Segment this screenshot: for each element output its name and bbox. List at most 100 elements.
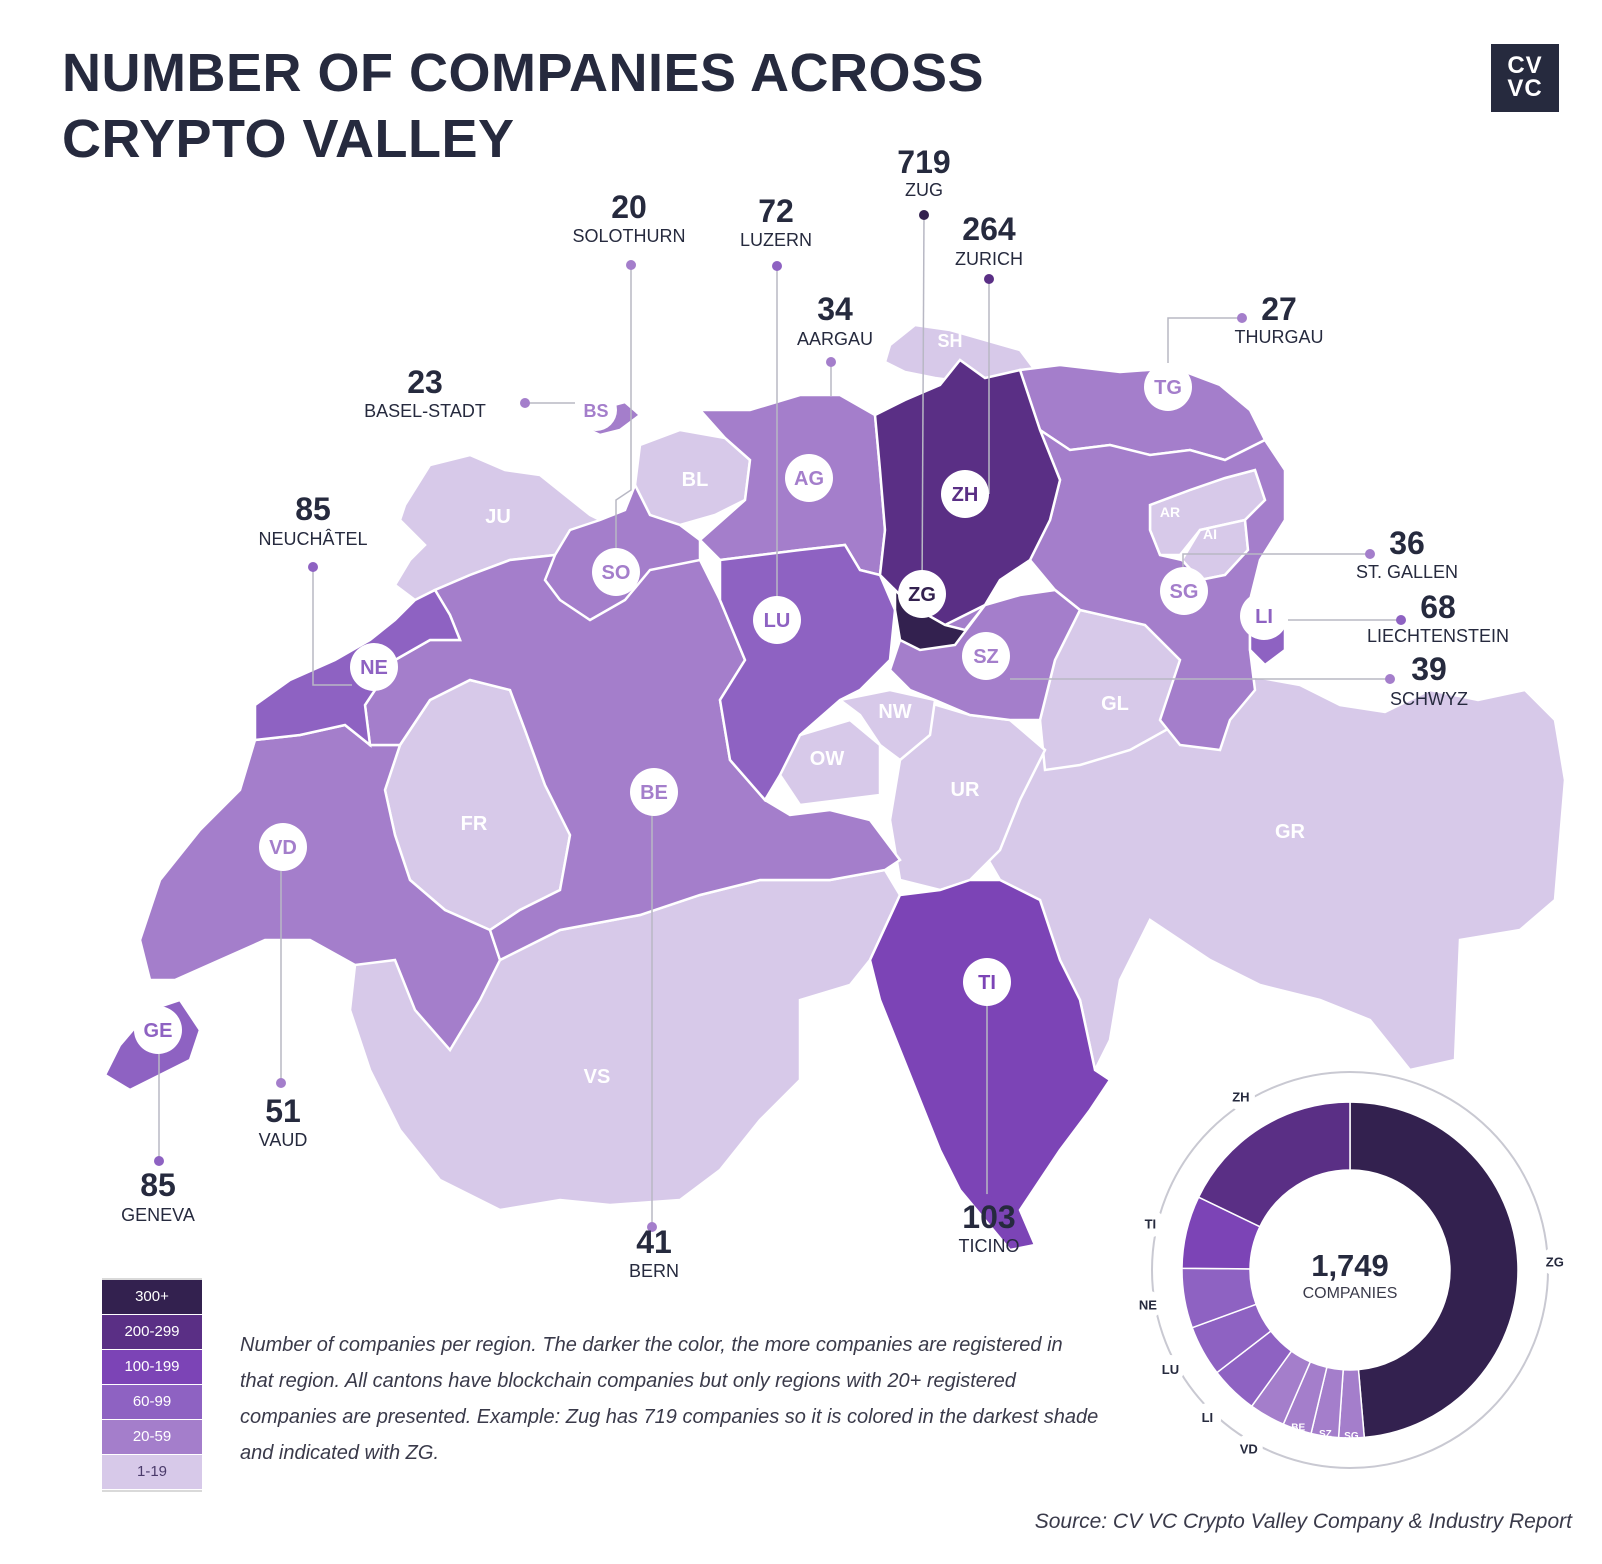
region-NW — [837, 688, 937, 762]
callout-dot-sg — [1365, 549, 1375, 559]
callout-name-ag: AARGAU — [797, 329, 873, 349]
callout-value-ti: 103 — [962, 1199, 1015, 1235]
leader-line-so — [615, 265, 632, 548]
map-label-ur: UR — [951, 779, 980, 801]
donut-label-ne: NE — [1139, 1298, 1157, 1313]
callout-dot-sz — [1385, 674, 1395, 684]
callout-name-ti: TICINO — [959, 1236, 1020, 1256]
callout-name-ne: NEUCHÂTEL — [258, 529, 367, 549]
callout-dot-ti — [982, 1194, 992, 1204]
callout-dot-bs — [520, 398, 530, 408]
callout-value-ag: 34 — [817, 291, 853, 327]
badge-bs — [575, 389, 617, 431]
canton-badges: BS AG ZH TG SO ZG LU NE SZ SG LI BE VD GE TI — [134, 363, 1288, 1054]
donut-label-sg: SG — [1344, 1431, 1359, 1442]
callout-name-zh: ZURICH — [955, 249, 1023, 269]
legend-top-edge — [102, 1278, 202, 1280]
badge-zh — [941, 470, 989, 518]
badge-ag — [785, 454, 833, 502]
title-line-1: NUMBER OF COMPANIES ACROSS — [62, 43, 985, 103]
donut-segments — [1181, 1101, 1519, 1439]
donut-label-bg-zg — [1540, 1247, 1569, 1276]
callout-name-be: BERN — [629, 1261, 679, 1281]
map-label-fr: FR — [461, 813, 488, 835]
logo-line-2: VC — [1507, 75, 1543, 102]
callout-value-be: 41 — [636, 1224, 672, 1260]
callout-dot-so — [626, 260, 636, 270]
callout-name-bs: BASEL-STADT — [364, 401, 486, 421]
badge-label-li: LI — [1255, 606, 1273, 628]
page-title: NUMBER OF COMPANIES ACROSS CRYPTO VALLEY — [62, 40, 984, 172]
badge-label-sz: SZ — [973, 646, 999, 668]
donut-total: 1,749 — [1311, 1248, 1389, 1283]
badge-label-tg: TG — [1154, 377, 1182, 399]
badge-label-vd: VD — [269, 837, 297, 859]
badge-label-ag: AG — [794, 468, 824, 490]
leader-line-zg — [921, 214, 925, 595]
badge-label-ne: NE — [360, 657, 388, 679]
map-label-ar: AR — [1160, 504, 1180, 520]
map-label-bl: BL — [682, 469, 709, 491]
badge-ti — [963, 958, 1011, 1006]
donut-label-ti: TI — [1145, 1216, 1157, 1231]
region-BE — [363, 543, 902, 962]
donut-label-vd: VD — [1240, 1441, 1258, 1456]
donut-chart: ZG SG SZ BE VD LI LU NE TI ZH 1,749 COMPANIES — [1133, 1071, 1569, 1469]
legend-item-100-199: 100-199 — [102, 1350, 202, 1385]
callout-value-zh: 264 — [962, 211, 1016, 247]
map-label-nw: NW — [878, 701, 911, 723]
donut-label-bg-vd — [1234, 1434, 1263, 1463]
badge-label-zh: ZH — [952, 484, 979, 506]
callout-dot-ge — [154, 1156, 164, 1166]
map-label-gr: GR — [1275, 821, 1306, 843]
leader-line-tg — [1167, 317, 1242, 363]
callout-dot-be — [647, 1222, 657, 1232]
donut-caption: COMPANIES — [1303, 1285, 1398, 1302]
donut-label-sz: SZ — [1319, 1429, 1332, 1440]
badge-label-bs: BS — [583, 401, 608, 421]
callout-name-tg: THURGAU — [1235, 327, 1324, 347]
callout-dot-vd — [276, 1078, 286, 1088]
callout-value-zg: 719 — [897, 144, 950, 180]
legend-item-300-plus: 300+ — [102, 1280, 202, 1315]
badge-label-ti: TI — [978, 972, 996, 994]
badge-label-be: BE — [640, 782, 668, 804]
callout-value-sz: 39 — [1411, 651, 1447, 687]
badge-label-zg: ZG — [908, 584, 936, 606]
donut-label-li: LI — [1202, 1410, 1214, 1425]
badge-label-sg: SG — [1170, 581, 1199, 603]
callout-name-ge: GENEVA — [121, 1205, 195, 1225]
callout-name-vd: VAUD — [259, 1130, 308, 1150]
callout-dot-tg — [1237, 313, 1247, 323]
legend-item-20-59: 20-59 — [102, 1420, 202, 1455]
source-citation: Source: CV VC Crypto Valley Company & In… — [1034, 1510, 1572, 1533]
leader-line-sg — [1182, 553, 1370, 567]
canton-regions — [103, 323, 1567, 1252]
map-label-ow: OW — [810, 748, 845, 770]
donut-label-bg-ti — [1136, 1209, 1165, 1238]
donut-label-bg-li — [1193, 1403, 1222, 1432]
donut-label-zg: ZG — [1546, 1254, 1564, 1269]
callout-value-bs: 23 — [407, 364, 443, 400]
callout-dot-zh — [984, 274, 994, 284]
map-label-ai: AI — [1203, 526, 1217, 542]
callout-value-lu: 72 — [758, 193, 794, 229]
donut-label-bg-ne — [1133, 1290, 1162, 1319]
explanation-note: Number of companies per region. The dark… — [240, 1334, 1099, 1464]
donut-segment-zg — [1349, 1101, 1519, 1439]
callout-value-tg: 27 — [1261, 291, 1297, 327]
legend-item-1-19: 1-19 — [102, 1455, 202, 1490]
callout-value-ge: 85 — [140, 1167, 176, 1203]
callout-value-vd: 51 — [265, 1093, 301, 1129]
title-line-2: CRYPTO VALLEY — [62, 109, 515, 169]
badge-sz — [962, 632, 1010, 680]
badge-vd — [259, 823, 307, 871]
legend-bottom-edge — [102, 1490, 202, 1492]
callout-name-sg: ST. GALLEN — [1356, 562, 1458, 582]
cvvc-logo: CV VC — [1491, 44, 1559, 112]
callout-name-zg: ZUG — [905, 180, 943, 200]
region-VD — [138, 723, 502, 1053]
callout-name-so: SOLOTHURN — [572, 226, 685, 246]
